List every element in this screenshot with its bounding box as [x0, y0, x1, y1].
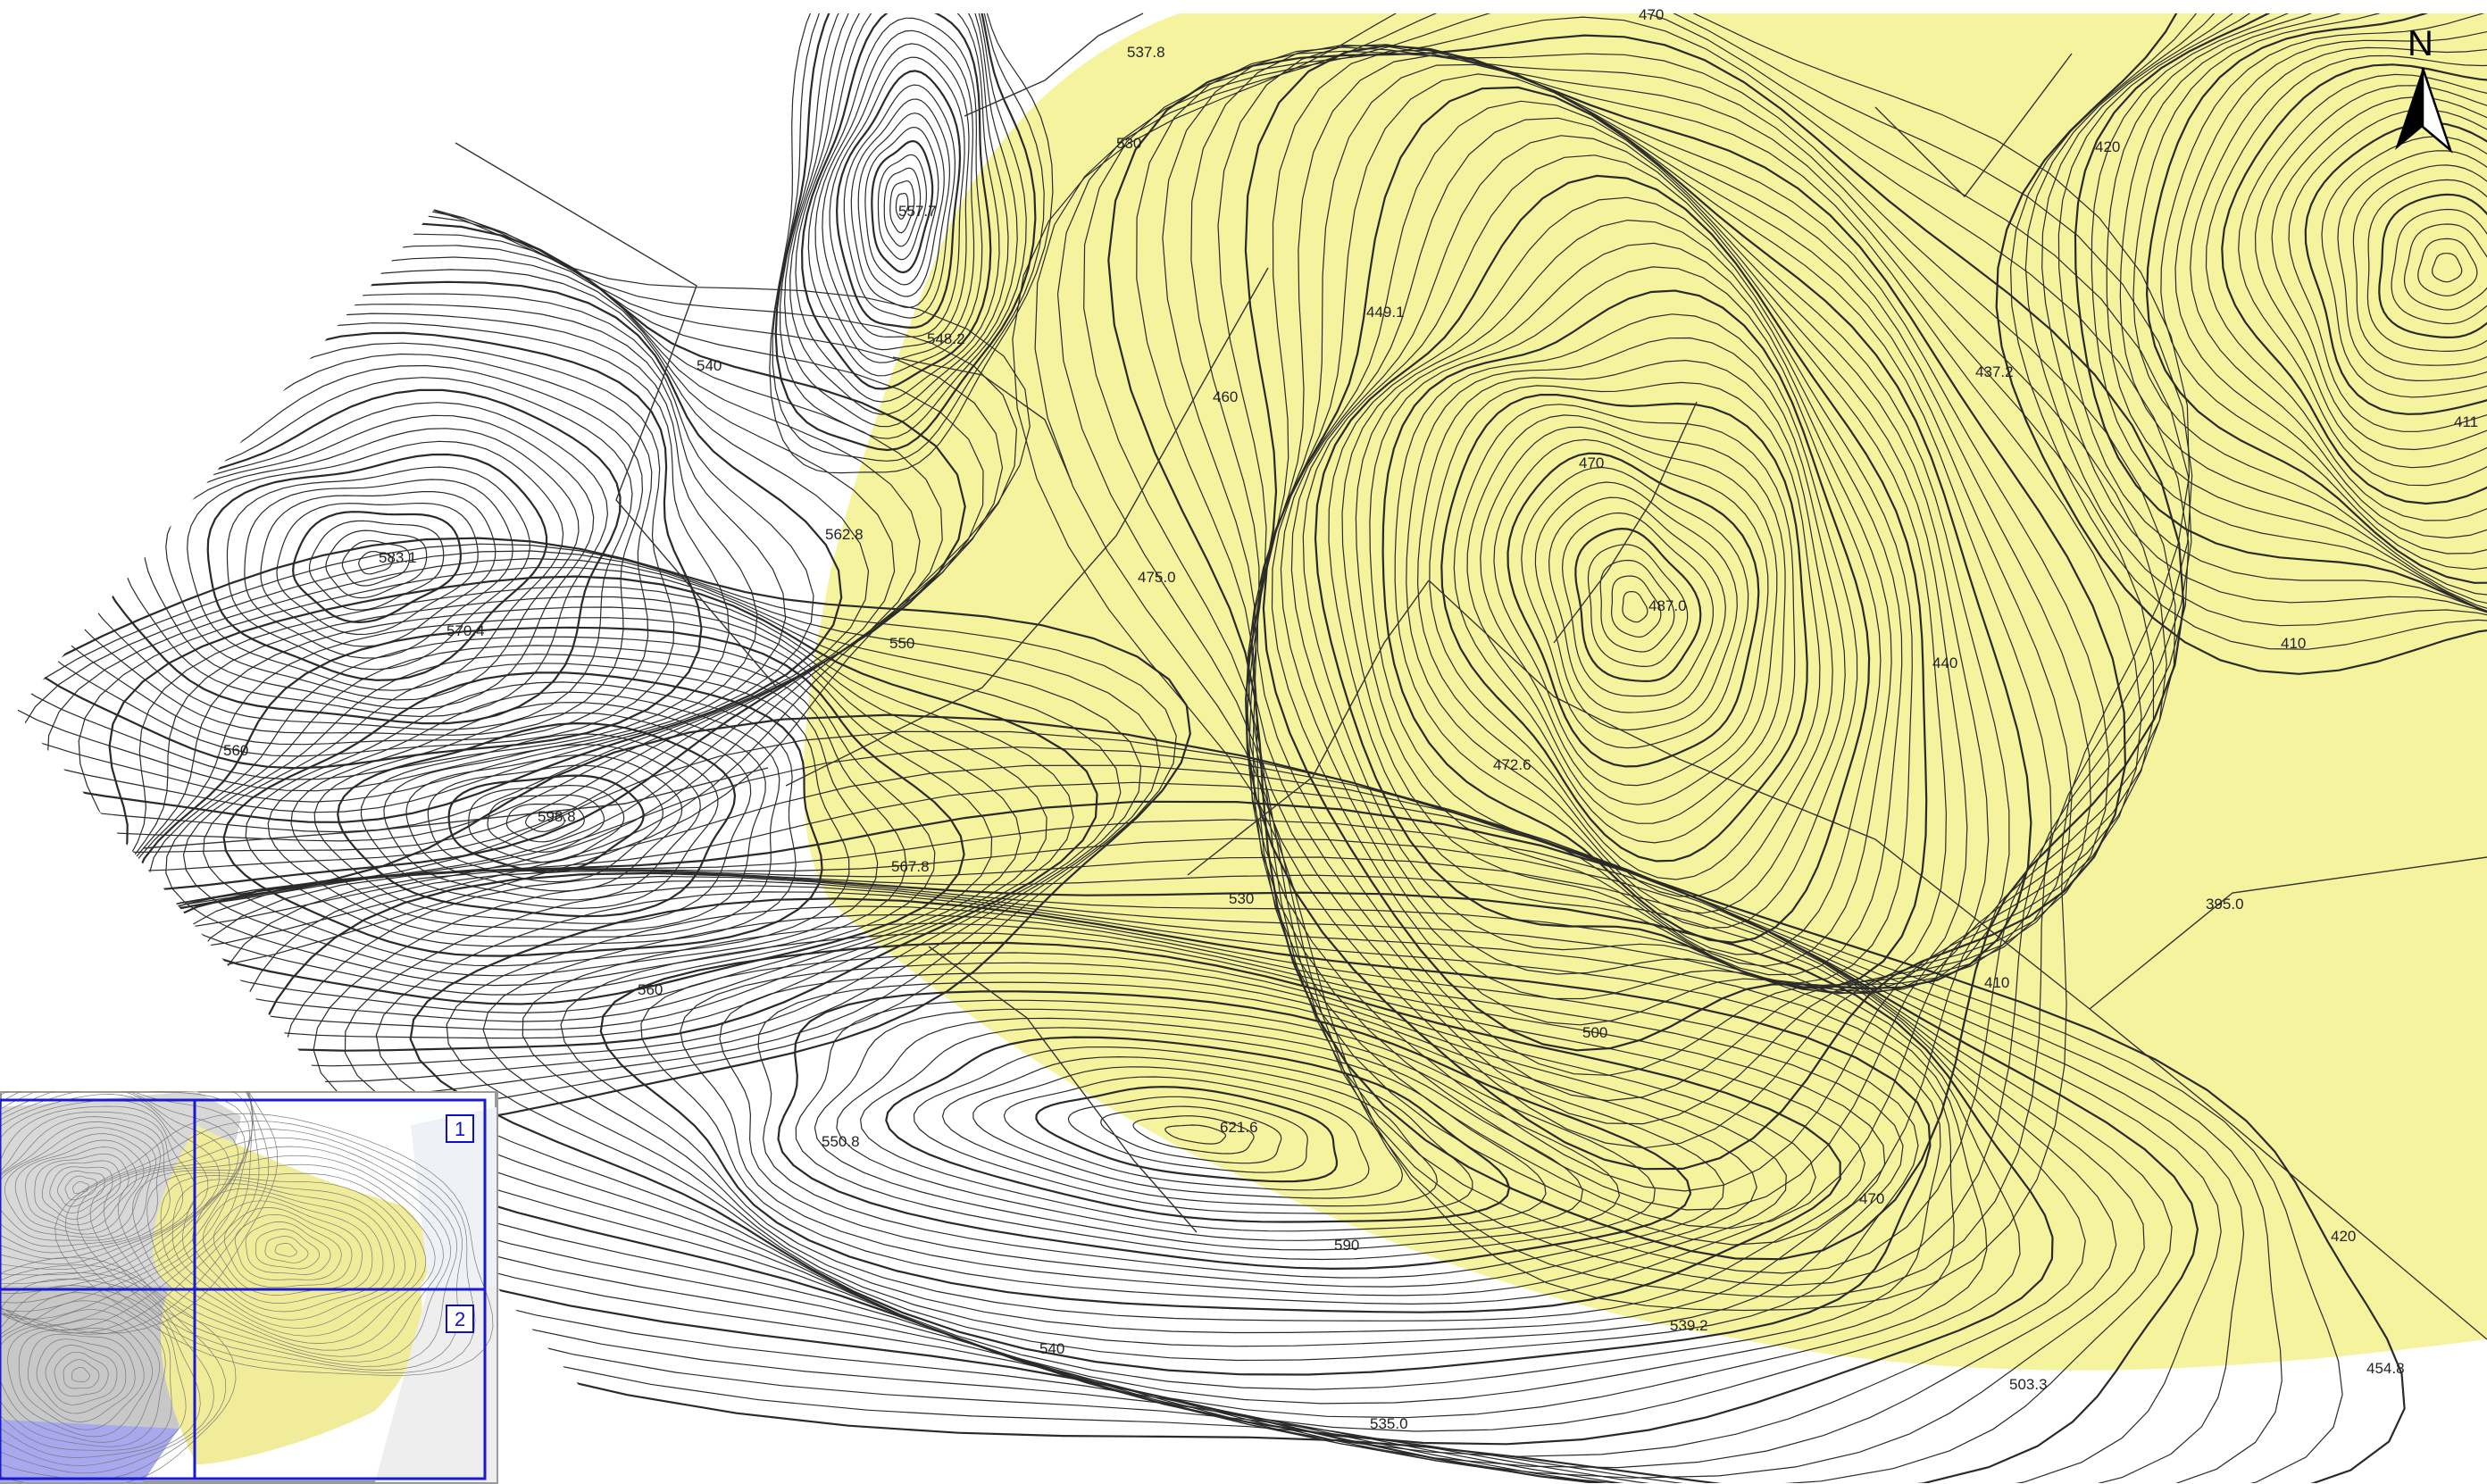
elevation-label: 410	[2281, 635, 2306, 652]
elevation-label: 395.0	[2206, 896, 2244, 913]
elevation-label: 567.8	[891, 858, 930, 875]
elevation-label: 460	[1213, 388, 1238, 405]
tile-number: 1	[455, 1118, 465, 1140]
elevation-labels: 470 537.8 530 420 557.7 548.2 449.1 540 …	[223, 6, 2478, 1432]
elevation-label: 411	[2454, 413, 2478, 430]
elevation-label: 540	[697, 357, 722, 374]
elevation-label: 560	[638, 981, 663, 998]
elevation-label: 470	[1639, 6, 1664, 23]
elevation-label: 500	[1582, 1024, 1607, 1041]
elevation-label: 470	[1579, 454, 1604, 471]
elevation-label: 454.8	[2366, 1360, 2405, 1377]
tile-1[interactable]: 1	[446, 1114, 474, 1143]
elevation-label: 557.7	[898, 203, 937, 220]
elevation-label: 470	[1859, 1190, 1884, 1207]
elevation-label: 535.0	[1370, 1415, 1408, 1432]
elevation-label: 590	[1334, 1237, 1359, 1254]
elevation-label: 548.2	[927, 330, 965, 347]
elevation-label: 440	[1932, 654, 1957, 671]
elevation-label: 437.2	[1975, 363, 2014, 380]
tile-number: 2	[455, 1308, 465, 1330]
elevation-label: 550.8	[822, 1133, 860, 1150]
elevation-label: 537.8	[1127, 44, 1165, 61]
elevation-label: 621.6	[1220, 1119, 1258, 1136]
elevation-label: 562.8	[825, 526, 864, 543]
elevation-label: 420	[2331, 1228, 2356, 1245]
elevation-label: 487.0	[1648, 597, 1687, 614]
north-label: N	[2408, 24, 2433, 63]
tile-index-grid	[0, 1098, 487, 1480]
elevation-label: 503.3	[2009, 1376, 2048, 1393]
north-arrow-icon	[2395, 68, 2423, 150]
elevation-label: 475.0	[1138, 569, 1176, 586]
elevation-label: 472.6	[1493, 756, 1531, 773]
highlight-zone	[803, 13, 2487, 1371]
elevation-label: 598.8	[538, 808, 576, 825]
tile-2[interactable]: 2	[446, 1305, 474, 1333]
elevation-label: 560	[223, 742, 248, 759]
elevation-label: 570.4	[446, 622, 485, 639]
elevation-label: 550	[889, 635, 914, 652]
elevation-label: 539.2	[1670, 1317, 1708, 1334]
elevation-label: 583.1	[379, 549, 417, 566]
elevation-label: 530	[1229, 890, 1254, 907]
overview-inset[interactable]: 1 2	[0, 1091, 498, 1484]
elevation-label: 530	[1116, 135, 1141, 152]
elevation-label: 410	[1984, 974, 2009, 991]
elevation-label: 449.1	[1366, 304, 1405, 321]
elevation-label: 540	[1039, 1340, 1064, 1357]
ridge-lines	[142, 13, 2487, 1340]
north-arrow: N	[2395, 24, 2453, 154]
elevation-label: 420	[2095, 138, 2120, 155]
